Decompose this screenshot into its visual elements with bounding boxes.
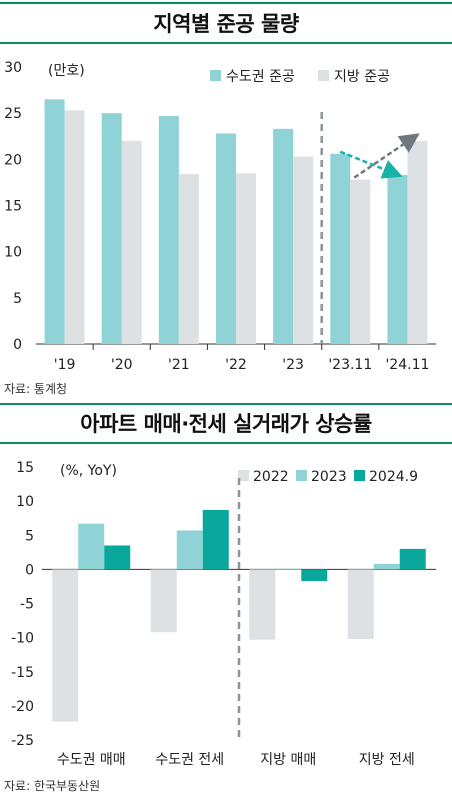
chart1-trend-arrow-regional: [353, 133, 420, 179]
chart1-bar-capital: [273, 128, 294, 344]
chart2-unit-label: (%, YoY): [60, 463, 117, 479]
chart1-xtick-label: '24.11: [385, 357, 429, 373]
chart1-bar-regional: [236, 173, 256, 344]
chart1-bar-capital: [101, 113, 122, 345]
chart1-xtick-label: '23: [282, 357, 304, 373]
chart2-bar-2023: [78, 523, 105, 570]
chart2-legend-swatch: [296, 470, 307, 481]
chart2-legend-swatch: [354, 470, 365, 481]
chart1-title: 지역별 준공 물량: [153, 12, 299, 36]
chart1-bar-capital: [387, 175, 408, 344]
chart1-bar-regional: [121, 140, 142, 344]
chart1-trend-arrow-capital: [339, 150, 403, 179]
chart1-xtick-label: '22: [225, 357, 247, 373]
chart2-title: 아파트 매매·전세 실거래가 상승률: [80, 412, 372, 436]
chart2-bar-2024-9: [104, 545, 131, 570]
chart1-ytick-label: 30: [4, 60, 22, 76]
chart1-ytick-label: 5: [13, 291, 22, 307]
chart1-unit-label: (만호): [48, 63, 85, 79]
chart1-svg: 0 5 10 15 20 25 30 (만호) '19 '20 '21 '22 '23 '23.11 '2…: [4, 60, 436, 373]
chart1-bar-regional: [407, 140, 428, 344]
chart2-legend-swatch: [238, 470, 249, 481]
chart1-legend-label: 수도권 준공: [226, 69, 295, 85]
chart1-bar-capital: [216, 133, 236, 344]
chart2-title-rule: [0, 442, 452, 444]
chart2-ytick-label: 15: [16, 460, 34, 476]
chart1-title-rule: [0, 42, 452, 44]
top-rule: [0, 2, 452, 4]
chart1-bar-regional: [178, 174, 199, 344]
chart2-xtick-label: 지방 전세: [359, 752, 415, 768]
chart2-ytick-label: -15: [11, 665, 34, 681]
chart1-bar-capital: [158, 115, 179, 344]
chart2-svg: 15 10 5 0 -5 -10 -15 -20 -25 (%, YoY) 수도권 매매 수도권 전…: [11, 460, 436, 768]
chart1-legend-label: 지방 준공: [334, 69, 390, 85]
chart2-bar-2023: [275, 568, 302, 570]
chart1-source: 자료: 통계청: [4, 382, 68, 396]
chart2-legend-label: 2022: [253, 469, 289, 485]
chart1-bar-regional: [64, 110, 85, 344]
chart2-top-rule: [0, 403, 452, 405]
chart1-bar-capital: [44, 99, 65, 344]
chart2-bar-2022: [249, 569, 276, 640]
chart2-source: 자료: 한국부동산원: [4, 779, 101, 793]
chart1-xtick-label: '21: [168, 357, 190, 373]
chart1-ytick-label: 25: [4, 106, 22, 122]
chart2-ytick-label: -10: [11, 631, 34, 647]
chart1-legend-swatch: [210, 70, 221, 81]
chart2-xtick-label: 지방 매매: [260, 752, 316, 768]
chart2-bar-2024-9: [202, 509, 229, 570]
chart2-ytick-label: 0: [25, 562, 34, 578]
chart1-ytick-label: 10: [4, 245, 22, 261]
chart2-ytick-label: 5: [25, 528, 34, 544]
chart2-xtick-label: 수도권 전세: [155, 752, 224, 768]
chart2-bar-2022: [150, 569, 177, 633]
chart2-legend-label: 2024.9: [369, 469, 418, 485]
chart2-legend-label: 2023: [311, 469, 347, 485]
chart1-bar-capital: [330, 153, 351, 344]
chart2-ytick-label: -25: [11, 733, 34, 749]
chart2-ytick-label: 10: [16, 494, 34, 510]
chart2-bar-2023: [176, 530, 203, 570]
chart2-ytick-label: -5: [20, 597, 34, 613]
chart1-bar-regional: [293, 156, 314, 344]
chart2-bar-2023: [373, 563, 400, 570]
chart1-xtick-label: '19: [54, 357, 76, 373]
chart1-bar-regional: [350, 179, 371, 344]
chart1-ytick-label: 20: [4, 152, 22, 168]
chart2-bar-2024-9: [301, 569, 328, 581]
chart2-xtick-label: 수도권 매매: [57, 752, 126, 768]
chart2-bar-2022: [52, 569, 79, 722]
chart2-bar-2024-9: [399, 548, 426, 570]
chart2-ytick-label: -20: [11, 699, 34, 715]
chart1-xtick-label: '23.11: [328, 357, 372, 373]
chart2-bar-2022: [347, 569, 374, 639]
chart1-ytick-label: 0: [13, 337, 22, 353]
chart1-xtick-label: '20: [111, 357, 133, 373]
chart1-legend-swatch: [318, 70, 329, 81]
chart1-ytick-label: 15: [4, 199, 22, 215]
